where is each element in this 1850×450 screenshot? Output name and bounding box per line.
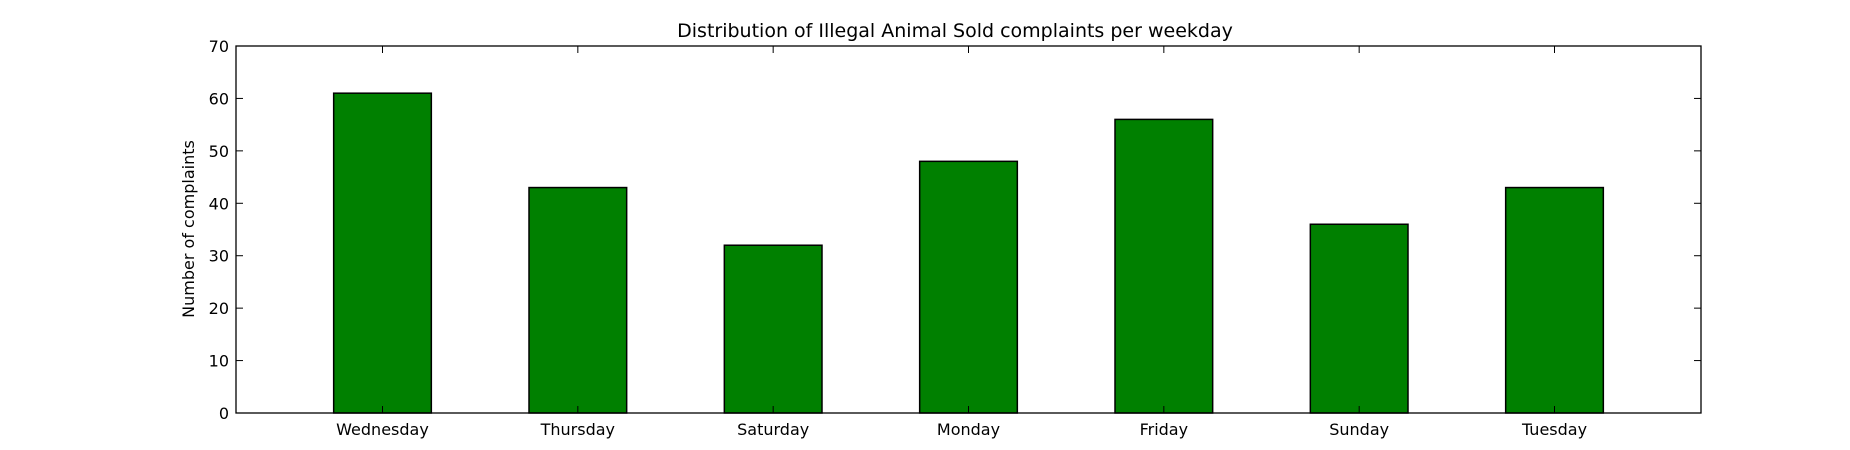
y-tick-label: 40 bbox=[209, 194, 229, 213]
y-tick-label: 20 bbox=[209, 299, 229, 318]
x-tick-label: Saturday bbox=[737, 420, 809, 439]
y-tick-label: 50 bbox=[209, 142, 229, 161]
y-tick-label: 10 bbox=[209, 352, 229, 371]
x-tick-label: Thursday bbox=[540, 420, 615, 439]
x-tick-label: Monday bbox=[937, 420, 1000, 439]
bar-friday bbox=[1114, 118, 1214, 414]
y-axis: 0 10 20 30 40 50 60 70 bbox=[209, 37, 1701, 423]
bar-saturday bbox=[723, 244, 823, 414]
y-tick-label: 70 bbox=[209, 37, 229, 56]
bar-wednesday bbox=[332, 92, 433, 414]
x-tick-label: Sunday bbox=[1329, 420, 1389, 439]
bar-tuesday bbox=[1504, 186, 1605, 414]
x-axis: Wednesday Thursday Saturday Monday Friday Sun… bbox=[336, 46, 1587, 439]
x-tick-label: Tuesday bbox=[1521, 420, 1587, 439]
chart-title: Distribution of Illegal Animal Sold comp… bbox=[677, 20, 1233, 42]
y-axis-label: Number of complaints bbox=[179, 140, 198, 318]
bar-monday bbox=[918, 160, 1019, 414]
bar-sunday bbox=[1309, 223, 1409, 414]
x-tick-label: Wednesday bbox=[336, 420, 429, 439]
y-tick-label: 60 bbox=[209, 89, 229, 108]
y-tick-label: 30 bbox=[209, 247, 229, 266]
bars-group bbox=[332, 92, 1605, 414]
x-tick-label: Friday bbox=[1140, 420, 1189, 439]
y-tick-label: 0 bbox=[219, 404, 229, 423]
bar-thursday bbox=[528, 186, 628, 414]
plot-frame bbox=[235, 45, 1702, 414]
